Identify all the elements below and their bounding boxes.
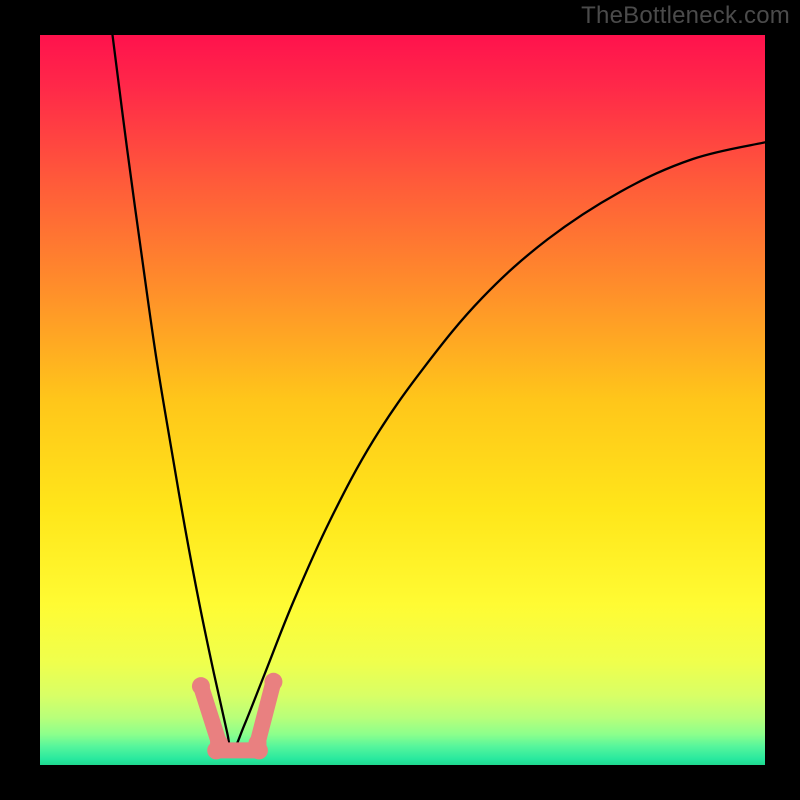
- highlight-cap: [192, 677, 210, 695]
- watermark-text: TheBottleneck.com: [581, 2, 790, 30]
- highlight-cap: [264, 673, 282, 691]
- highlight-cap: [250, 741, 268, 759]
- plot-background-gradient: [40, 35, 765, 765]
- chart-stage: TheBottleneck.com: [0, 0, 800, 800]
- chart-svg: [0, 0, 800, 800]
- highlight-cap: [207, 741, 225, 759]
